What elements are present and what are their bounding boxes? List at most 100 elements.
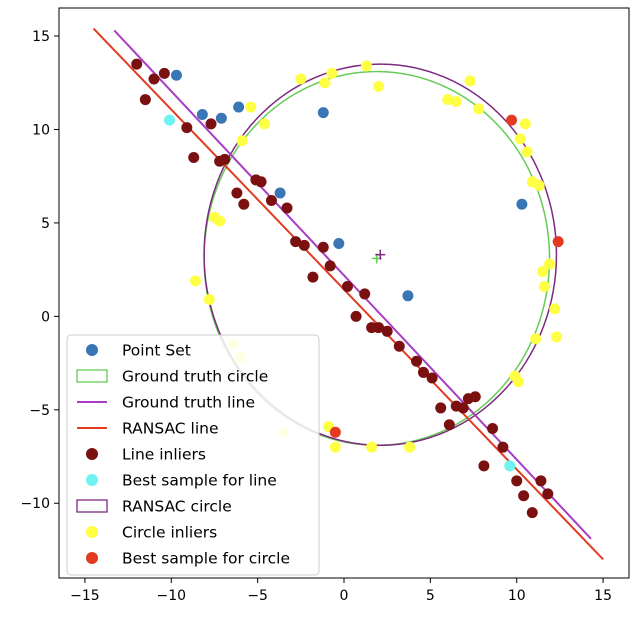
legend: Point Set Ground truth circle Ground truth…: [66, 334, 320, 576]
point-set-point: [274, 187, 286, 199]
legend-marker-best-sample-for-circle: [86, 552, 98, 564]
point-set-point: [170, 69, 182, 81]
line-inliers-point: [158, 67, 170, 79]
legend-marker-ground-truth-circle: [76, 369, 108, 383]
x-tick-label: 15: [594, 588, 612, 604]
circle-inliers-point: [533, 180, 545, 192]
circle-inliers-point: [329, 441, 341, 453]
line-inliers-point: [511, 475, 523, 487]
circle-inliers-point: [530, 333, 542, 345]
line-inliers-point: [535, 475, 547, 487]
ransac-circle: [203, 63, 558, 447]
legend-label-point-set: Point Set: [122, 342, 191, 360]
best-sample-for-circle-point: [552, 236, 564, 248]
line-inliers-point: [350, 310, 362, 322]
line-inliers-point: [281, 202, 293, 214]
line-inliers-point: [290, 236, 302, 248]
y-tick-label: 5: [41, 216, 50, 232]
point-set-point: [317, 107, 329, 119]
y-tick-label: −10: [20, 496, 50, 512]
line-inliers-point: [139, 94, 151, 106]
legend-marker-point-set: [86, 344, 98, 356]
circle-inliers-point: [245, 101, 257, 113]
legend-marker-circle-inliers: [86, 526, 98, 538]
line-inliers-point: [219, 153, 231, 165]
line-inliers-point: [411, 355, 423, 367]
circle-inliers-point: [360, 60, 372, 72]
circle-inliers-point: [473, 103, 485, 115]
legend-marker-ransac-circle: [76, 499, 108, 513]
circle-inliers-point: [259, 118, 271, 130]
line-inliers-point: [478, 460, 490, 472]
line-inliers-point: [231, 187, 243, 199]
line-inliers-point: [298, 239, 310, 251]
circle-inliers-point: [236, 135, 248, 147]
best-sample-for-circle-point: [329, 426, 341, 438]
best-sample-for-circle-point: [506, 114, 518, 126]
circle-inliers-point: [295, 73, 307, 85]
circle-inliers-point: [442, 94, 454, 106]
circle-inliers-point: [326, 67, 338, 79]
circle-inliers-point: [549, 303, 561, 315]
legend-label-line-inliers: Line inliers: [122, 446, 206, 464]
legend-label-best-sample-for-circle: Best sample for circle: [122, 550, 290, 568]
point-set-point: [402, 290, 414, 302]
legend-label-ransac-circle: RANSAC circle: [122, 498, 232, 516]
ransac-center-marker: [375, 249, 386, 260]
legend-marker-best-sample-for-line: [86, 474, 98, 486]
circle-inliers-point: [519, 118, 531, 130]
circle-inliers-point: [203, 294, 215, 306]
line-inliers-point: [497, 441, 509, 453]
legend-label-best-sample-for-line: Best sample for line: [122, 472, 277, 490]
line-inliers-point: [417, 366, 429, 378]
circle-inliers-point: [464, 75, 476, 87]
point-set-point: [215, 112, 227, 124]
circle-inliers-point: [512, 376, 524, 388]
point-set-point: [333, 237, 345, 249]
ground-truth-line: [113, 29, 592, 540]
legend-label-ground-truth-line: Ground truth line: [122, 394, 255, 412]
circle-inliers-point: [189, 275, 201, 287]
point-set-point: [233, 101, 245, 113]
best-sample-for-line-point: [504, 460, 516, 472]
line-inliers-point: [393, 340, 405, 352]
line-inliers-point: [341, 280, 353, 292]
x-tick-label: −15: [70, 588, 100, 604]
y-tick-label: 15: [32, 29, 50, 45]
x-tick-label: 10: [508, 588, 526, 604]
point-set-point: [516, 198, 528, 210]
circle-inliers-point: [404, 441, 416, 453]
circle-inliers-point: [319, 77, 331, 89]
line-inliers-point: [542, 488, 554, 500]
circle-inliers-point: [366, 441, 378, 453]
point-set-point: [196, 109, 208, 121]
best-sample-for-line-point: [164, 114, 176, 126]
legend-marker-line-inliers: [86, 448, 98, 460]
line-inliers-point: [457, 402, 469, 414]
line-inliers-point: [324, 260, 336, 272]
legend-label-ground-truth-circle: Ground truth circle: [122, 368, 268, 386]
line-inliers-point: [373, 322, 385, 334]
line-inliers-point: [148, 73, 160, 85]
line-inliers-point: [265, 194, 277, 206]
line-inliers-point: [255, 176, 267, 188]
line-inliers-point: [307, 271, 319, 283]
legend-label-ransac-line: RANSAC line: [122, 420, 219, 438]
x-tick-label: −10: [156, 588, 186, 604]
circle-inliers-point: [538, 280, 550, 292]
line-inliers-point: [181, 122, 193, 134]
line-inliers-point: [435, 402, 447, 414]
line-inliers-point: [359, 288, 371, 300]
legend-label-circle-inliers: Circle inliers: [122, 524, 217, 542]
line-inliers-point: [381, 325, 393, 337]
line-inliers-point: [131, 58, 143, 70]
line-inliers-point: [188, 152, 200, 164]
circle-inliers-point: [537, 266, 549, 278]
line-inliers-point: [426, 372, 438, 384]
circle-inliers-point: [514, 133, 526, 145]
line-inliers-point: [443, 419, 455, 431]
legend-box: [66, 334, 320, 576]
x-tick-label: −5: [247, 588, 268, 604]
x-tick-label: 5: [426, 588, 435, 604]
